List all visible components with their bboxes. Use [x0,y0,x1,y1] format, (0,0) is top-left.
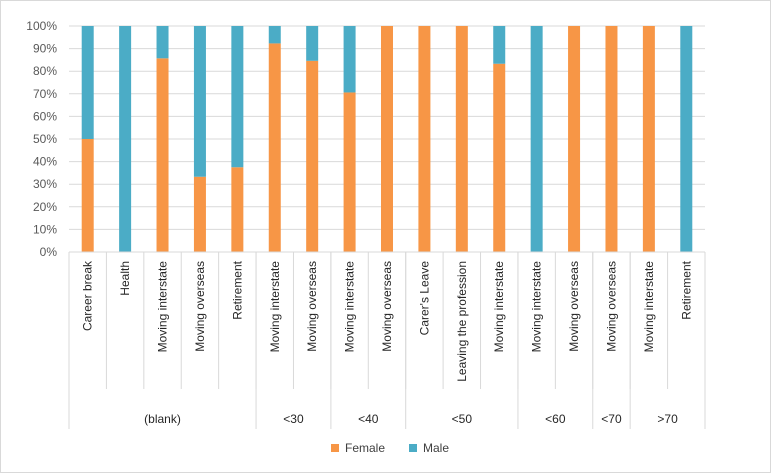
category-label: Leaving the profession [455,261,469,382]
bar-male [530,26,543,252]
group-label: >70 [657,412,678,426]
y-tick-label: 50% [33,132,57,146]
category-label: Carer's Leave [417,261,431,336]
group-label: <50 [452,412,473,426]
y-tick-label: 100% [26,19,57,33]
legend: Female Male [331,441,449,455]
y-tick-label: 10% [33,222,57,236]
bar-female [418,26,431,252]
bar-male [156,26,169,59]
category-label: Moving interstate [642,261,656,353]
y-tick-label: 0% [40,245,58,259]
bar-female [231,167,244,252]
bar-male [81,26,94,139]
bar-female [343,92,356,252]
y-tick-label: 70% [33,87,57,101]
category-label: Moving interstate [343,261,357,353]
group-label: (blank) [144,412,181,426]
bar-male [493,26,506,64]
group-label: <30 [283,412,304,426]
y-tick-label: 90% [33,42,57,56]
legend-label-male: Male [423,441,449,455]
category-label: Career break [81,260,95,331]
category-label: Retirement [679,260,693,319]
legend-swatch-male [409,444,417,452]
bar-female [568,26,581,252]
category-label: Moving overseas [193,261,207,352]
x-axis: Career break Health Moving interstate Movin… [68,251,706,429]
y-tick-label: 60% [33,109,57,123]
category-label: Moving overseas [604,261,618,352]
category-label: Moving interstate [156,261,170,353]
legend-swatch-female [331,444,339,452]
group-label: <60 [545,412,566,426]
bar-male [343,26,356,93]
bar-female [268,43,281,252]
group-label: <70 [601,412,622,426]
bar-female [493,63,506,252]
bar-female [306,60,319,252]
bar-male [193,26,206,177]
category-label: Retirement [230,260,244,319]
bar-female [156,58,169,253]
legend-label-female: Female [345,441,385,455]
bar-male [306,26,319,61]
bar-male [680,26,693,252]
bar-male [268,26,281,44]
bar-female [381,26,393,252]
category-label: Moving overseas [305,261,319,352]
bar-female [81,139,94,252]
y-tick-label: 80% [33,64,57,78]
bar-male [119,26,132,252]
group-label: <40 [358,412,379,426]
y-tick-label: 40% [33,155,57,169]
category-label: Health [118,261,132,296]
y-axis: 0% 10% 20% 30% 40% 50% 60% 70% 80% 90% 100% [26,19,57,259]
bar-female [455,26,468,252]
category-label: Moving interstate [492,261,506,353]
y-tick-label: 20% [33,200,57,214]
category-label: Moving overseas [567,261,581,352]
y-tick-label: 30% [33,177,57,191]
category-label: Moving interstate [268,261,282,353]
bar-female [605,26,618,252]
bar-male [231,26,244,168]
bar-female [642,26,655,252]
category-label: Moving interstate [530,261,544,353]
bars [81,26,693,253]
category-label: Moving overseas [380,261,394,352]
bar-female [193,176,206,252]
